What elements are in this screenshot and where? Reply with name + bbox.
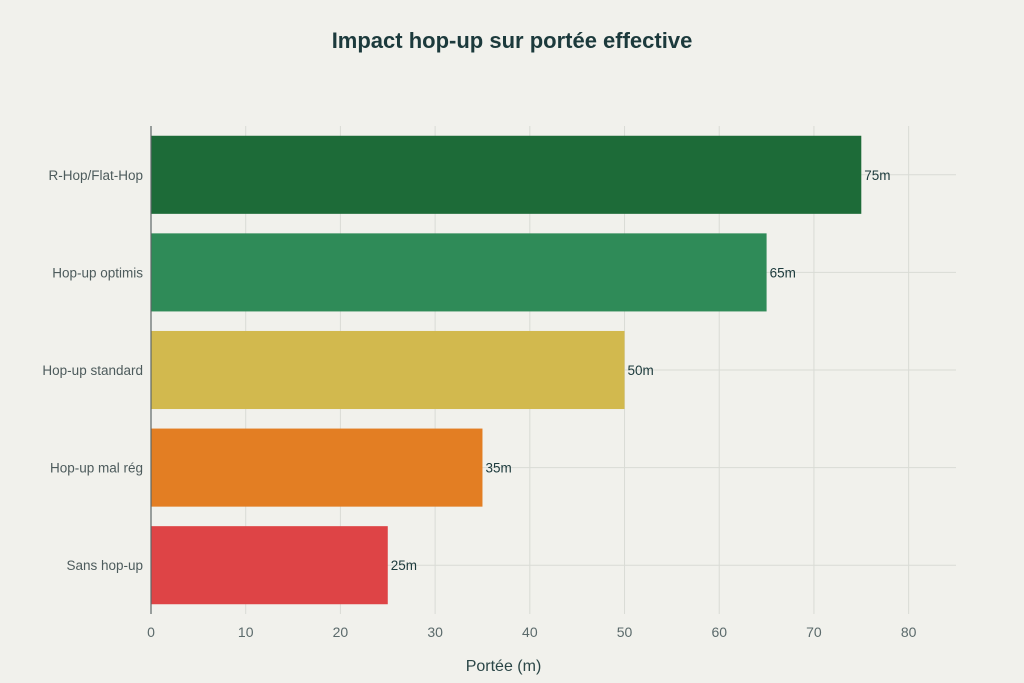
bar — [151, 428, 483, 507]
y-tick-label: R-Hop/Flat-Hop — [48, 168, 143, 183]
y-tick-label: Sans hop-up — [66, 558, 143, 573]
x-tick-label: 70 — [806, 624, 822, 640]
bar — [151, 135, 862, 214]
x-tick-label: 20 — [333, 624, 349, 640]
x-tick-label: 50 — [617, 624, 633, 640]
data-label: 25m — [391, 558, 417, 573]
x-tick-label: 10 — [238, 624, 254, 640]
chart-title: Impact hop-up sur portée effective — [331, 28, 693, 53]
data-label: 50m — [628, 363, 654, 378]
data-label: 65m — [770, 265, 796, 280]
y-tick-label: Hop-up standard — [42, 363, 143, 378]
x-axis-title: Portée (m) — [466, 658, 542, 675]
data-label: 75m — [864, 168, 890, 183]
bar — [151, 526, 388, 605]
bar — [151, 233, 767, 312]
x-tick-label: 80 — [901, 624, 917, 640]
y-tick-label: Hop-up optimis — [52, 265, 143, 280]
bar — [151, 330, 625, 410]
x-tick-label: 60 — [711, 624, 727, 640]
data-label: 35m — [485, 461, 511, 476]
y-tick-label: Hop-up mal rég — [50, 461, 143, 476]
x-tick-label: 0 — [147, 624, 155, 640]
x-tick-label: 40 — [522, 624, 538, 640]
x-tick-label: 30 — [427, 624, 443, 640]
